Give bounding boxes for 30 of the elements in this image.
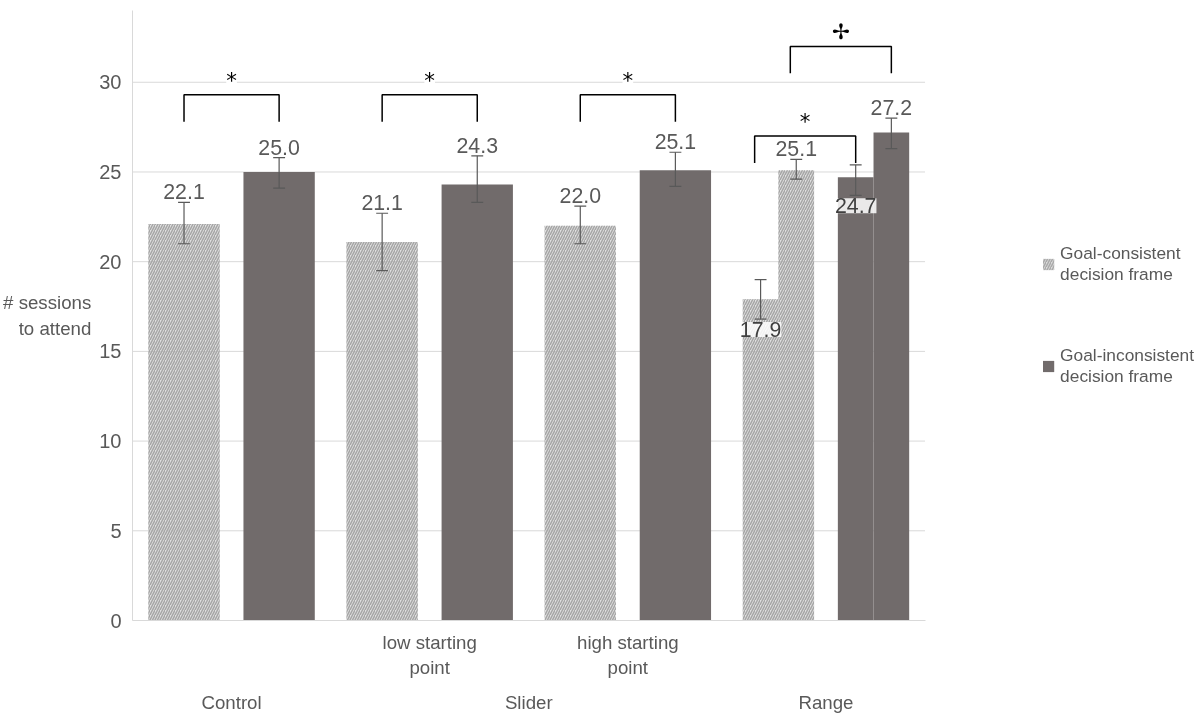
y-tick-label: 20: [99, 250, 122, 273]
y-axis-title: # sessions to attend: [3, 292, 92, 339]
y-tick-label: 5: [110, 519, 122, 542]
x-tick-label: Control: [201, 691, 262, 713]
data-label: 24.3: [456, 133, 499, 158]
annotation: *: [226, 67, 238, 93]
annotation: *: [799, 109, 811, 135]
legend-label: Goal-inconsistent decision frame: [1060, 345, 1194, 387]
x-tick-label: Range: [798, 691, 854, 713]
text: Slider: [504, 691, 553, 713]
data-label: 24.7: [834, 194, 877, 219]
data-label: 25.1: [654, 130, 697, 155]
legend-label: Goal-consistent decision frame: [1060, 243, 1181, 285]
y-tick-label: 0: [110, 609, 122, 632]
data-label: 22.1: [163, 180, 205, 205]
data-label: 27.2: [870, 96, 913, 121]
data-label: 21.1: [361, 191, 403, 216]
x-tick-label: high starting point: [577, 631, 679, 678]
data-label: 25.1: [775, 137, 818, 162]
y-tick-label: 10: [99, 430, 122, 453]
y-tick-label: 15: [99, 340, 122, 363]
annotation: ✢: [831, 19, 850, 45]
data-label: 22.0: [559, 184, 602, 209]
annotation: *: [424, 67, 436, 93]
y-tick-label: 30: [99, 71, 122, 94]
y-tick-label: 25: [99, 160, 122, 183]
data-label: 17.9: [739, 318, 782, 343]
annotation: *: [622, 67, 634, 93]
data-label: 25.0: [258, 135, 301, 160]
x-tick-label: low starting point: [382, 631, 477, 678]
